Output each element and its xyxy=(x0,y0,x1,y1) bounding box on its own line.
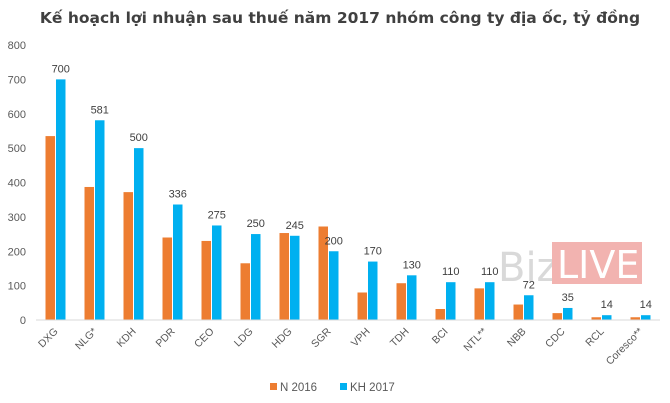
data-labels: 700 581 500 336 275 250 245 200 170 130 110 110 72 35… xyxy=(52,63,652,311)
legend-label: KH 2017 xyxy=(350,382,395,394)
bar-n2016 xyxy=(591,317,601,320)
bar-kh2017 xyxy=(563,307,573,320)
x-tick-label: CDC xyxy=(543,325,568,350)
bar-kh2017 xyxy=(56,79,66,320)
bar-n2016 xyxy=(240,263,250,320)
data-label: 14 xyxy=(601,299,613,311)
x-tick-label: CEO xyxy=(192,326,217,351)
bar-n2016 xyxy=(435,309,445,320)
bar-n2016 xyxy=(630,317,640,320)
bar-kh2017 xyxy=(524,295,534,320)
y-tick-label: 400 xyxy=(8,178,26,190)
x-tick-label: NBB xyxy=(505,326,529,350)
watermark-biz: Biz xyxy=(498,245,558,291)
bar-kh2017 xyxy=(212,225,222,320)
y-axis: 0 100 200 300 400 500 600 700 800 xyxy=(8,40,26,327)
data-label: 110 xyxy=(442,266,460,278)
y-tick-label: 800 xyxy=(8,40,26,52)
bar-kh2017 xyxy=(407,275,417,320)
legend-swatch xyxy=(340,383,347,390)
x-tick-label: TDH xyxy=(388,326,412,350)
bar-kh2017 xyxy=(641,315,651,320)
bar-kh2017 xyxy=(173,204,183,320)
x-tick-label: SGR xyxy=(309,325,334,350)
legend-swatch xyxy=(270,383,277,390)
y-tick-label: 0 xyxy=(20,315,26,327)
y-tick-label: 500 xyxy=(8,143,26,155)
x-tick-label: HDG xyxy=(270,326,295,351)
y-tick-label: 300 xyxy=(8,212,26,224)
legend-label: N 2016 xyxy=(280,382,317,394)
bar-kh2017 xyxy=(329,251,339,320)
bar-n2016 xyxy=(357,292,367,320)
bar-kh2017 xyxy=(446,282,456,320)
data-label: 245 xyxy=(286,220,304,232)
y-tick-label: 700 xyxy=(8,74,26,86)
bar-kh2017 xyxy=(251,234,261,320)
data-label: 700 xyxy=(52,63,70,75)
bar-kh2017 xyxy=(368,261,378,320)
bars xyxy=(45,79,651,320)
bar-n2016 xyxy=(396,283,406,320)
x-tick-label: PDR xyxy=(153,325,177,349)
x-axis: DXG NLG* KDH PDR CEO LDG HDG SGR VPH TDH BCI NTL** N… xyxy=(36,319,660,368)
bar-n2016 xyxy=(45,136,55,320)
bar-kh2017 xyxy=(602,315,612,320)
y-tick-label: 600 xyxy=(8,109,26,121)
watermark-box xyxy=(552,242,642,284)
bar-n2016 xyxy=(84,186,94,320)
data-label: 200 xyxy=(325,235,343,247)
bar-kh2017 xyxy=(95,120,105,320)
bar-n2016 xyxy=(474,288,484,320)
data-label: 336 xyxy=(169,189,187,201)
bar-n2016 xyxy=(201,240,211,320)
x-tick-label: VPH xyxy=(349,326,373,350)
x-tick-label: RCL xyxy=(583,326,606,349)
x-tick-label: NLG* xyxy=(73,326,100,353)
bar-kh2017 xyxy=(134,148,144,320)
data-label: 581 xyxy=(91,104,109,116)
y-tick-label: 100 xyxy=(8,281,26,293)
data-label: 250 xyxy=(247,218,265,230)
data-label: 130 xyxy=(403,259,421,271)
x-tick-label: DXG xyxy=(36,326,61,351)
data-label: 14 xyxy=(640,299,652,311)
watermark-logo: Biz LIVE xyxy=(498,242,642,291)
watermark-live: LIVE xyxy=(557,243,639,287)
data-label: 170 xyxy=(364,246,382,258)
x-tick-label: BCI xyxy=(430,326,451,347)
bar-n2016 xyxy=(123,192,133,320)
data-label: 110 xyxy=(481,266,499,278)
legend: N 2016 KH 2017 xyxy=(270,382,395,394)
x-tick-label: KDH xyxy=(114,326,138,350)
y-tick-label: 200 xyxy=(8,246,26,258)
data-label: 500 xyxy=(130,132,148,144)
x-tick-label: NTL** xyxy=(461,326,489,354)
chart-title: Kế hoạch lợi nhuận sau thuế năm 2017 nhó… xyxy=(40,8,640,27)
data-label: 35 xyxy=(562,292,574,304)
bar-n2016 xyxy=(162,237,172,320)
bar-n2016 xyxy=(318,226,328,320)
x-tick-label: LDG xyxy=(232,326,256,350)
data-label: 275 xyxy=(208,209,226,221)
bar-kh2017 xyxy=(485,282,495,320)
bar-n2016 xyxy=(279,233,289,320)
bar-n2016 xyxy=(513,304,523,320)
data-label: 72 xyxy=(523,279,535,291)
bar-kh2017 xyxy=(290,235,300,320)
x-tick-label: Coresco** xyxy=(604,326,646,368)
bar-n2016 xyxy=(552,313,562,320)
